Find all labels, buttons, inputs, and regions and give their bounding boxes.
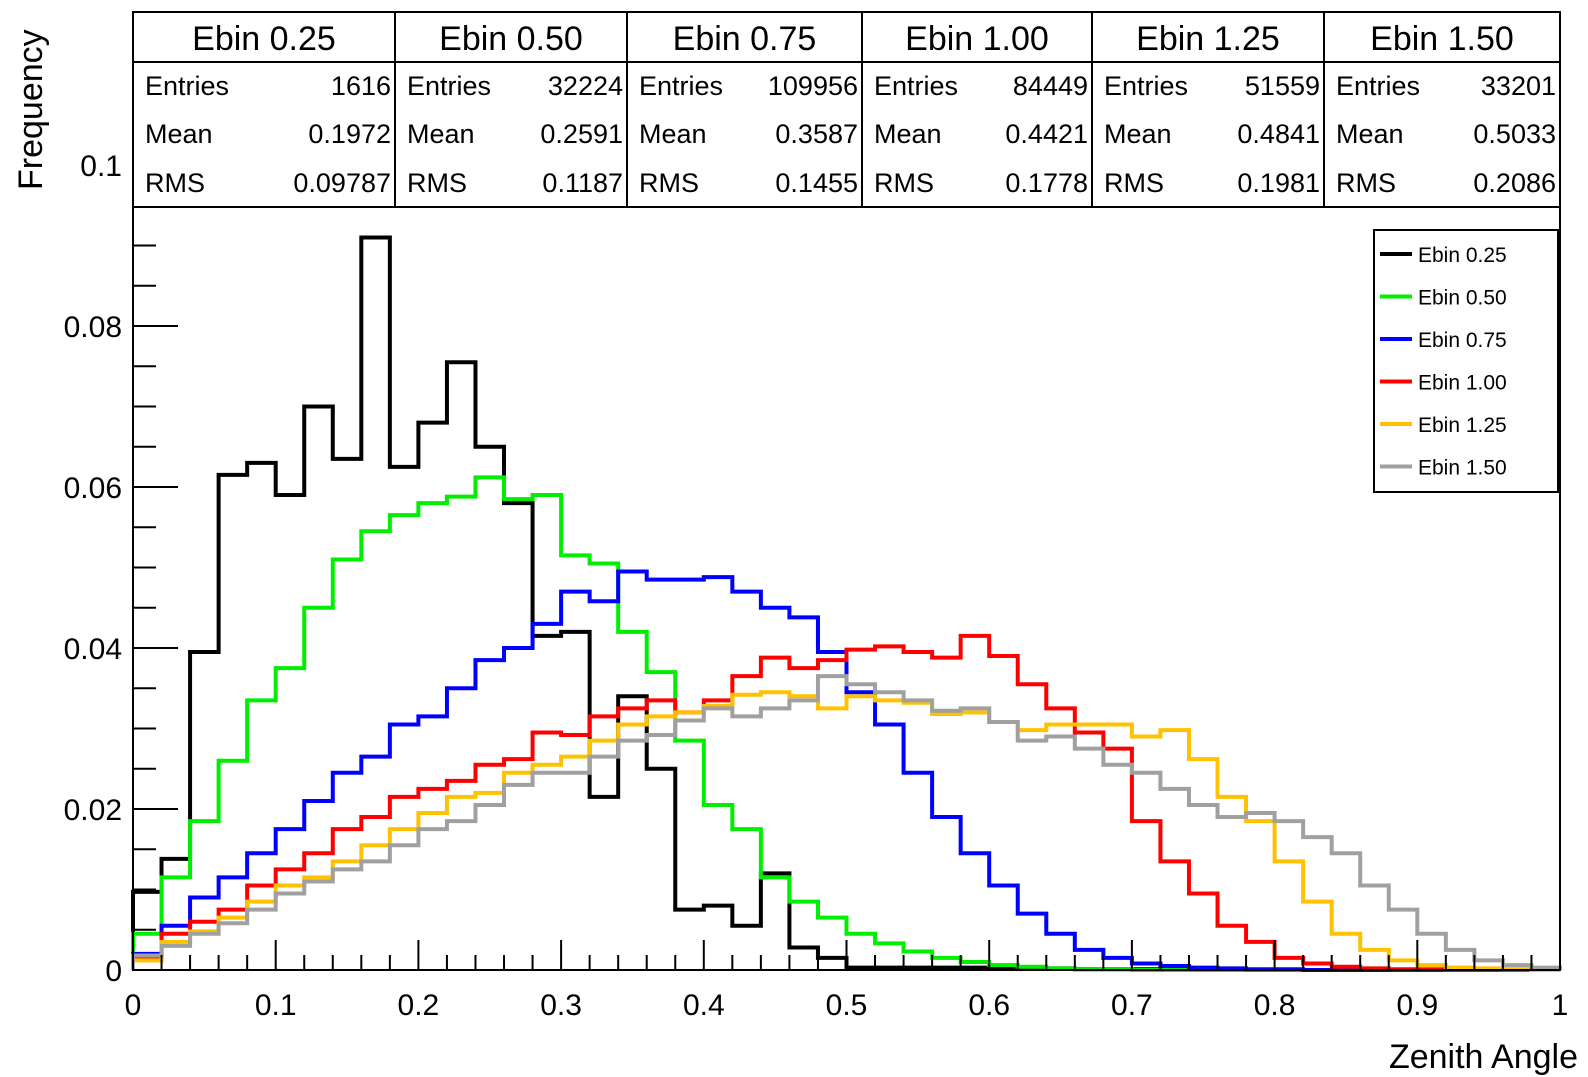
stats-panel-2: Ebin 0.75 Entries 109956 Mean 0.3587 RMS 0.145… (639, 20, 858, 198)
stats-label-mean: Mean (1104, 119, 1172, 149)
stats-box: Ebin 0.25 Entries 1616 Mean 0.1972 RMS 0.09787… (132, 11, 1561, 208)
stats-value-rms: 0.2086 (1473, 168, 1556, 198)
stats-label-rms: RMS (639, 168, 699, 198)
x-tick-label: 0.4 (683, 989, 725, 1022)
y-axis-title: Frequency (12, 29, 50, 190)
stats-label-mean: Mean (874, 119, 942, 149)
legend-label: Ebin 0.75 (1418, 329, 1507, 352)
stats-label-mean: Mean (639, 119, 707, 149)
x-tick-label: 1 (1552, 989, 1569, 1022)
series-layer (131, 235, 1562, 972)
x-tick-label: 0.5 (826, 989, 868, 1022)
stats-label-entries: Entries (407, 71, 491, 101)
stats-value-entries: 32224 (548, 71, 623, 101)
legend-entry-3: Ebin 1.00 (1380, 372, 1507, 395)
stats-value-rms: 0.1778 (1005, 168, 1088, 198)
y-tick-label: 0.04 (64, 633, 122, 666)
stats-label-rms: RMS (407, 168, 467, 198)
x-tick-label: 0 (125, 989, 142, 1022)
stats-value-entries: 109956 (768, 71, 858, 101)
stats-value-mean: 0.5033 (1473, 119, 1556, 149)
stats-value-rms: 0.1981 (1237, 168, 1320, 198)
x-tick-label: 0.6 (968, 989, 1010, 1022)
stats-panel-1: Ebin 0.50 Entries 32224 Mean 0.2591 RMS 0.1187 (407, 20, 623, 198)
legend: Ebin 0.25 Ebin 0.50 Ebin 0.75 Ebin 1.00 Ebin… (1373, 229, 1559, 493)
legend-label: Ebin 1.25 (1418, 414, 1507, 437)
x-tick-label: 0.1 (255, 989, 297, 1022)
stats-label-entries: Entries (1336, 71, 1420, 101)
stats-label-entries: Entries (639, 71, 723, 101)
stats-value-mean: 0.3587 (775, 119, 858, 149)
x-tick-label: 0.9 (1396, 989, 1438, 1022)
stats-label-entries: Entries (145, 71, 229, 101)
legend-entry-0: Ebin 0.25 (1380, 244, 1507, 267)
y-tick-label: 0.06 (64, 472, 122, 505)
stats-panel-title: Ebin 0.75 (673, 20, 817, 58)
stats-value-mean: 0.1972 (308, 119, 391, 149)
legend-entry-2: Ebin 0.75 (1380, 329, 1507, 352)
stats-value-entries: 1616 (331, 71, 391, 101)
y-tick-label: 0.08 (64, 311, 122, 344)
stats-panel-title: Ebin 1.25 (1136, 20, 1280, 58)
legend-entry-5: Ebin 1.50 (1380, 457, 1507, 480)
legend-label: Ebin 1.00 (1418, 372, 1507, 395)
stats-label-mean: Mean (407, 119, 475, 149)
stats-label-rms: RMS (1336, 168, 1396, 198)
stats-label-mean: Mean (145, 119, 213, 149)
stats-value-entries: 84449 (1013, 71, 1088, 101)
stats-value-mean: 0.4421 (1005, 119, 1088, 149)
x-tick-label: 0.3 (540, 989, 582, 1022)
stats-label-rms: RMS (145, 168, 205, 198)
stats-label-entries: Entries (874, 71, 958, 101)
series-line-4 (131, 690, 1560, 972)
legend-label: Ebin 0.25 (1418, 244, 1507, 267)
stats-value-entries: 33201 (1481, 71, 1556, 101)
legend-label: Ebin 1.50 (1418, 457, 1507, 480)
x-tick-label: 0.2 (398, 989, 440, 1022)
x-axis-title: Zenith Angle (1389, 1038, 1578, 1076)
series-line-5 (131, 674, 1562, 970)
stats-panel-title: Ebin 0.25 (192, 20, 336, 58)
stats-panel-title: Ebin 1.00 (905, 20, 1049, 58)
legend-entry-4: Ebin 1.25 (1380, 414, 1507, 437)
stats-panel-5: Ebin 1.50 Entries 33201 Mean 0.5033 RMS 0.2086 (1336, 20, 1556, 198)
x-tick-label: 0.7 (1111, 989, 1153, 1022)
legend-label: Ebin 0.50 (1418, 287, 1507, 310)
y-tick-label: 0.1 (80, 150, 122, 183)
stats-label-rms: RMS (1104, 168, 1164, 198)
stats-value-rms: 0.09787 (293, 168, 391, 198)
stats-label-rms: RMS (874, 168, 934, 198)
stats-value-rms: 0.1187 (542, 168, 623, 198)
y-tick-label: 0 (105, 955, 122, 988)
stats-label-mean: Mean (1336, 119, 1404, 149)
stats-value-mean: 0.2591 (540, 119, 623, 149)
legend-entry-1: Ebin 0.50 (1380, 287, 1507, 310)
stats-value-rms: 0.1455 (775, 168, 858, 198)
stats-value-mean: 0.4841 (1237, 119, 1320, 149)
stats-label-entries: Entries (1104, 71, 1188, 101)
y-tick-label: 0.02 (64, 794, 122, 827)
stats-value-entries: 51559 (1245, 71, 1320, 101)
stats-box-frame (132, 11, 1561, 208)
stats-panel-title: Ebin 1.50 (1370, 20, 1514, 58)
stats-panel-title: Ebin 0.50 (439, 20, 583, 58)
stats-panel-3: Ebin 1.00 Entries 84449 Mean 0.4421 RMS 0.1778 (874, 20, 1088, 198)
stats-panel-4: Ebin 1.25 Entries 51559 Mean 0.4841 RMS 0.1981 (1104, 20, 1320, 198)
legend-frame (1373, 229, 1559, 493)
stats-panel-0: Ebin 0.25 Entries 1616 Mean 0.1972 RMS 0.09787 (145, 20, 391, 198)
x-tick-label: 0.8 (1254, 989, 1296, 1022)
